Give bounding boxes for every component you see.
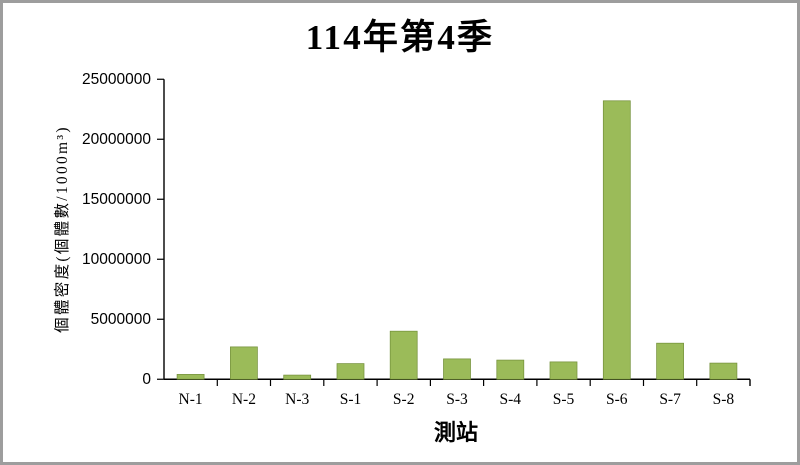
svg-text:5000000: 5000000 <box>91 311 152 328</box>
svg-text:S-2: S-2 <box>393 391 415 408</box>
svg-text:S-1: S-1 <box>340 391 362 408</box>
svg-text:測站: 測站 <box>434 420 478 445</box>
svg-text:10000000: 10000000 <box>82 251 151 268</box>
svg-text:S-7: S-7 <box>659 391 681 408</box>
svg-text:S-8: S-8 <box>713 391 735 408</box>
svg-text:N-1: N-1 <box>179 391 203 408</box>
svg-text:S-3: S-3 <box>446 391 468 408</box>
svg-text:S-4: S-4 <box>500 391 522 408</box>
svg-text:0: 0 <box>142 371 151 388</box>
svg-text:25000000: 25000000 <box>82 71 151 88</box>
svg-text:20000000: 20000000 <box>82 131 151 148</box>
svg-text:S-6: S-6 <box>606 391 628 408</box>
svg-text:N-3: N-3 <box>285 391 309 408</box>
svg-text:S-5: S-5 <box>553 391 575 408</box>
svg-text:15000000: 15000000 <box>82 191 151 208</box>
svg-text:個體密度(個體數/1000m³): 個體密度(個體數/1000m³) <box>53 125 71 333</box>
svg-text:N-2: N-2 <box>232 391 256 408</box>
